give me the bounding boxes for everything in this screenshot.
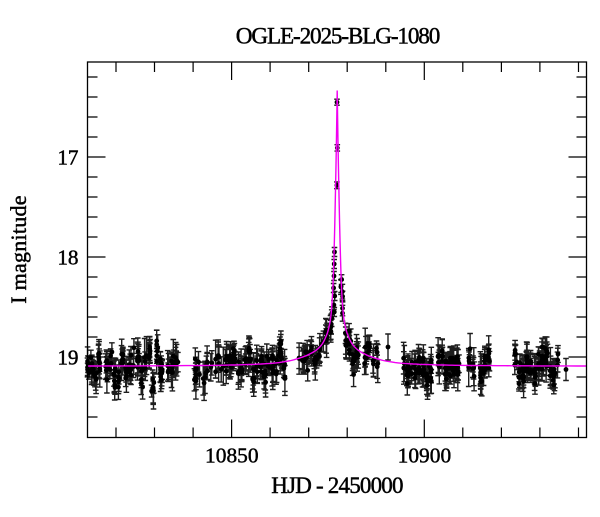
svg-text:I magnitude: I magnitude: [6, 195, 31, 303]
svg-text:10850: 10850: [205, 443, 258, 467]
svg-text:19: 19: [57, 346, 78, 370]
svg-text:OGLE-2025-BLG-1080: OGLE-2025-BLG-1080: [236, 24, 440, 50]
svg-text:10900: 10900: [398, 443, 451, 467]
svg-text:HJD - 2450000: HJD - 2450000: [271, 473, 403, 498]
svg-text:18: 18: [57, 246, 78, 270]
svg-text:17: 17: [57, 146, 78, 170]
